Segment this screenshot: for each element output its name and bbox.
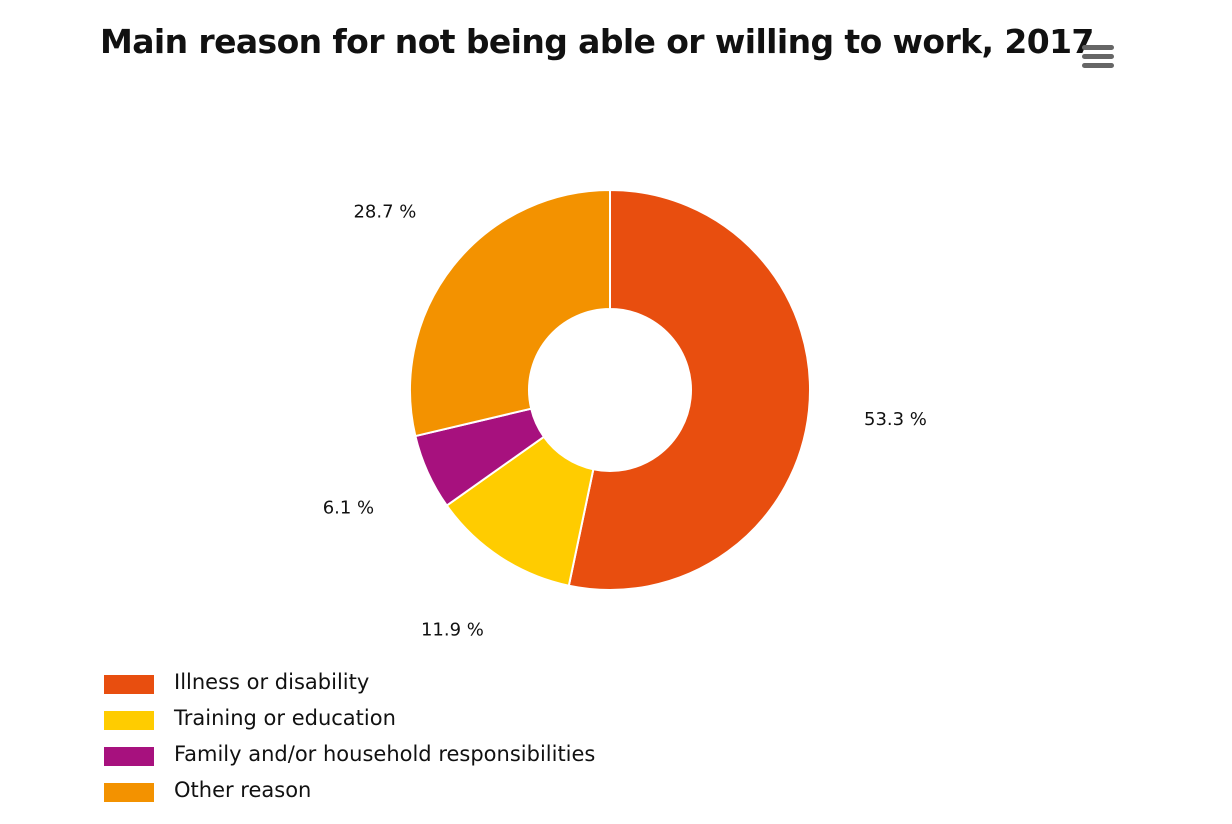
chart-menu-button[interactable]: [1076, 40, 1120, 76]
legend-label: Illness or disability: [174, 670, 370, 694]
data-label-training-or-education: 11.9 %: [421, 619, 484, 640]
legend-label: Family and/or household responsibilities: [174, 742, 596, 766]
slice-illness-or-disability[interactable]: [567, 189, 811, 591]
data-label-other-reason: 28.7 %: [353, 201, 416, 222]
legend-swatch: [104, 783, 154, 802]
legend-label: Other reason: [174, 778, 312, 802]
legend-swatch: [104, 675, 154, 694]
legend-label: Training or education: [174, 706, 396, 730]
legend-swatch: [104, 711, 154, 730]
data-label-family-household: 6.1 %: [323, 498, 374, 519]
legend-swatch: [104, 747, 154, 766]
data-labels: 53.3 % 11.9 % 6.1 % 28.7 %: [323, 201, 927, 640]
donut-slices: [409, 189, 811, 591]
slice-other-reason[interactable]: [409, 189, 611, 438]
data-label-illness-or-disability: 53.3 %: [864, 409, 927, 430]
chart-title: Main reason for not being able or willin…: [100, 22, 1094, 61]
